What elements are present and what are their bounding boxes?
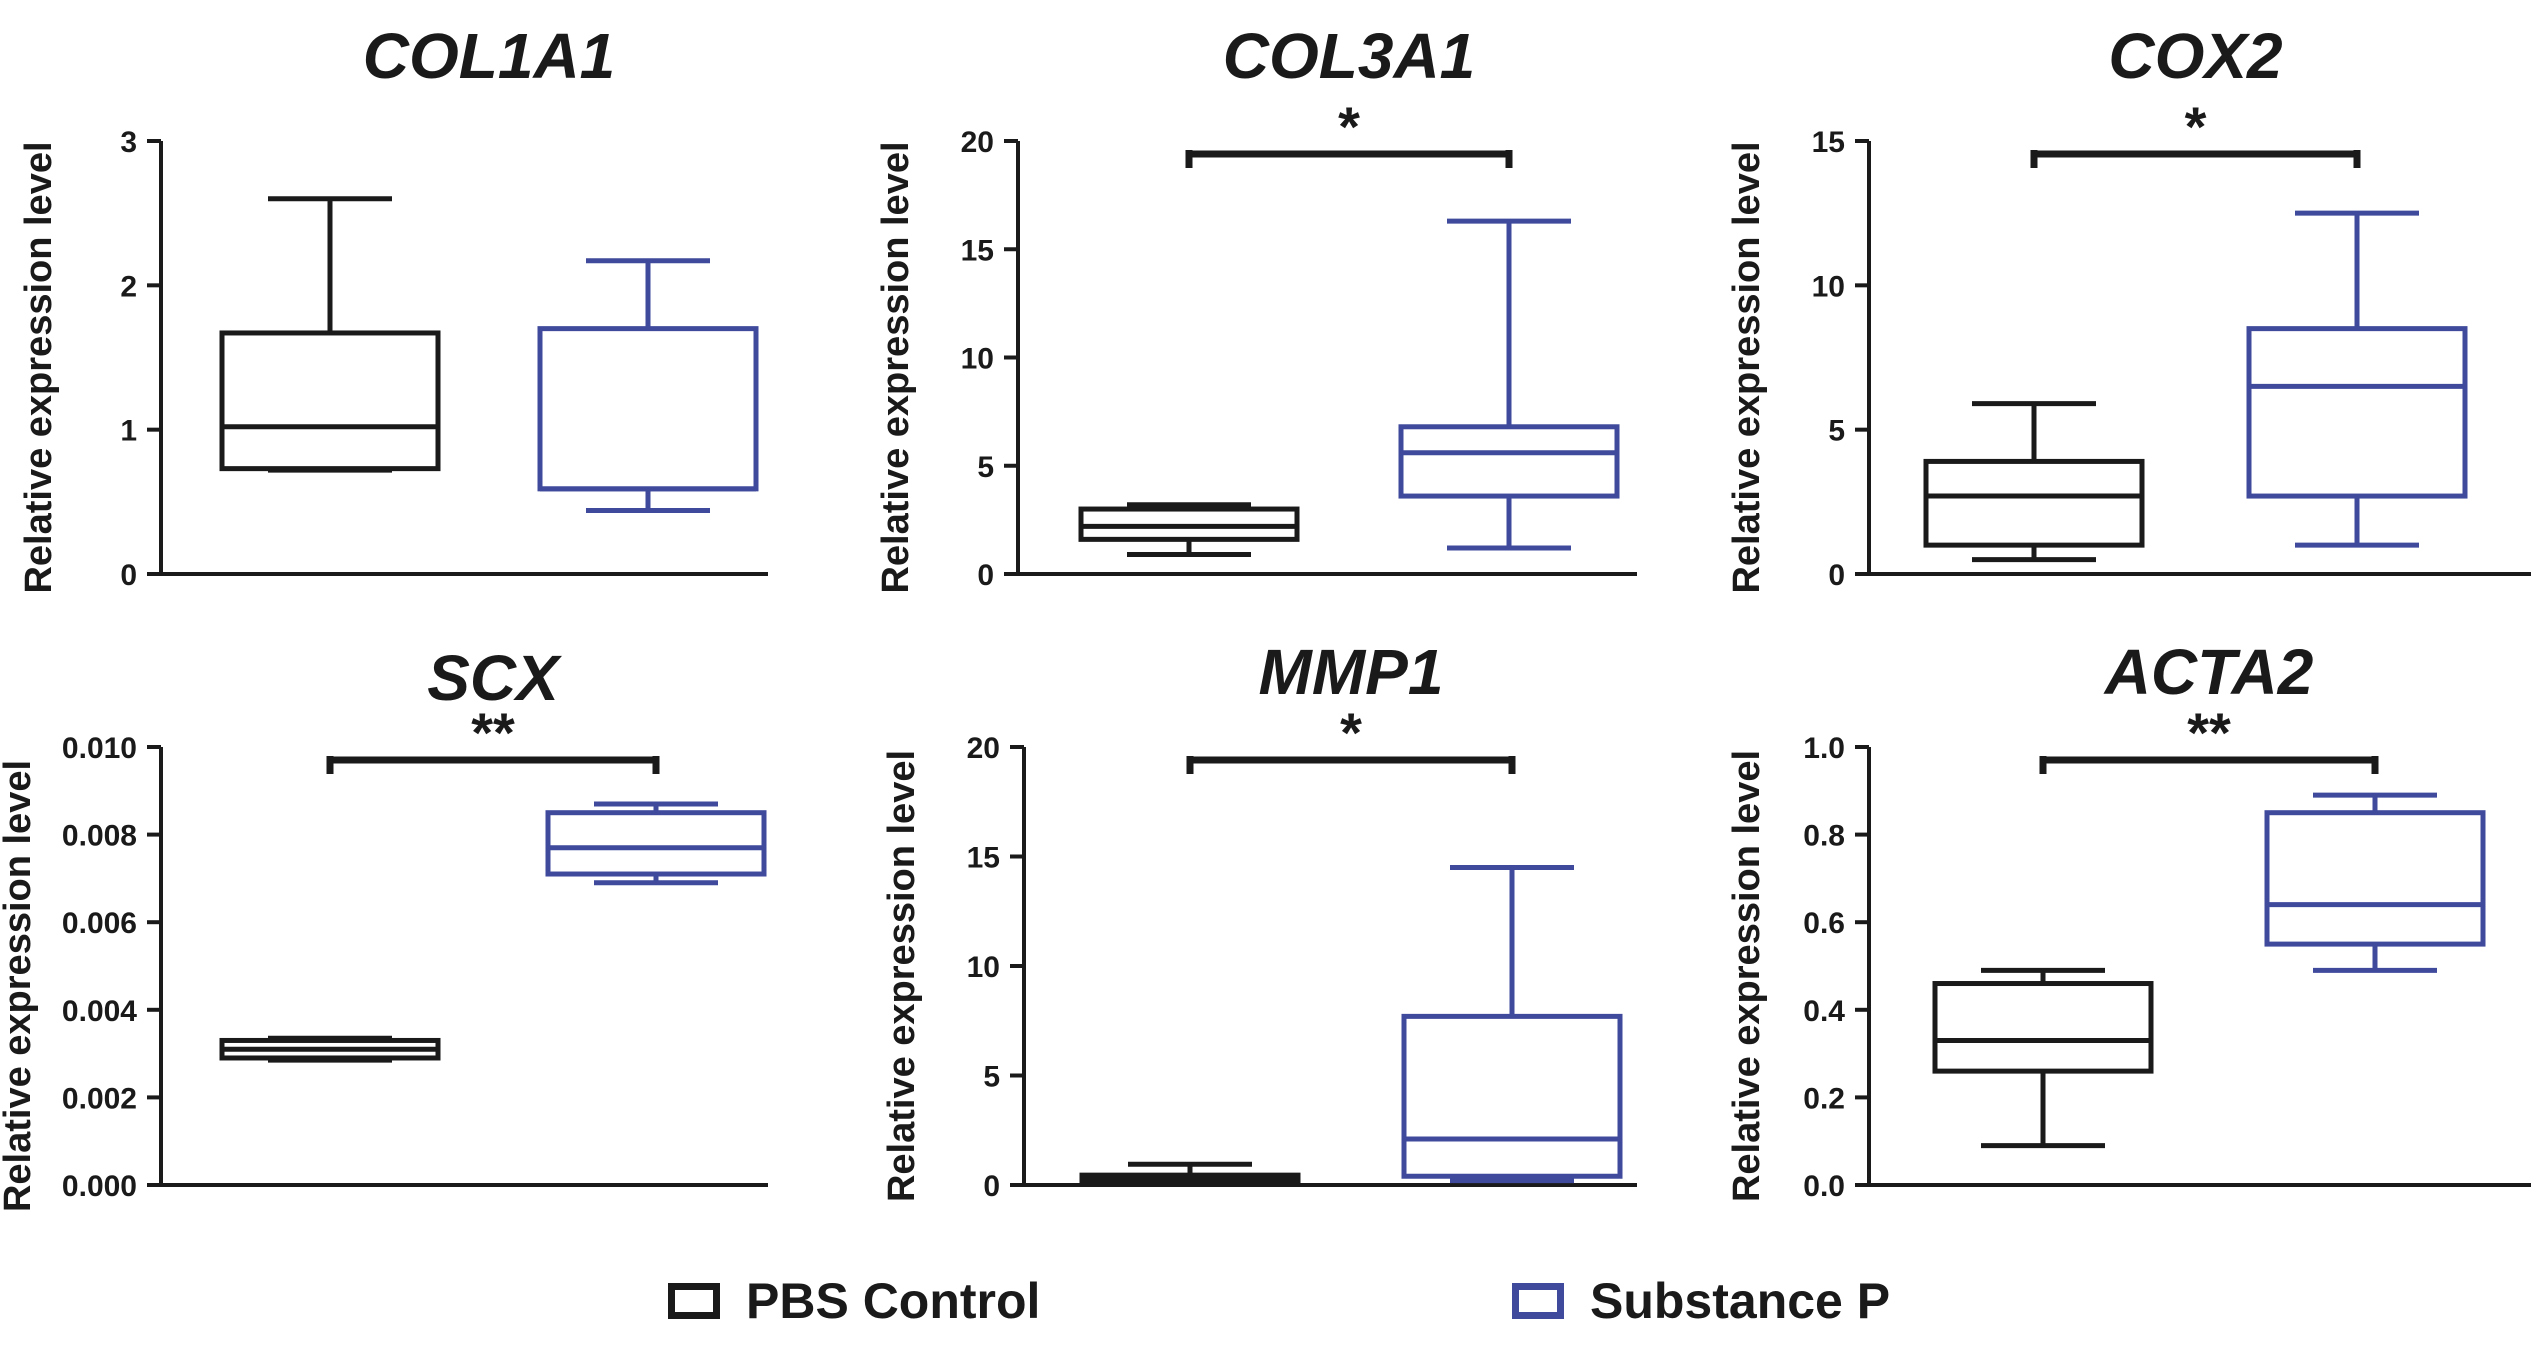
y-tick-label-scx: 0.006 xyxy=(62,907,137,940)
chart-title-mmp1: MMP1 xyxy=(1259,636,1444,708)
legend-item-pbs-control: PBS Control xyxy=(668,1272,1040,1330)
significance-star-scx: ** xyxy=(471,701,515,764)
chart-title-col3a1: COL3A1 xyxy=(1223,20,1476,92)
y-tick-label-col1a1: 2 xyxy=(120,270,137,303)
y-tick-label-mmp1: 5 xyxy=(983,1061,1000,1094)
y-tick-label-col1a1: 0 xyxy=(120,559,137,592)
significance-star-acta2: ** xyxy=(2187,701,2231,764)
y-tick-label-col3a1: 20 xyxy=(961,126,994,159)
y-tick-label-scx: 0.010 xyxy=(62,732,137,765)
box-treatment-mmp1 xyxy=(1401,1013,1623,1179)
y-tick-label-acta2: 1.0 xyxy=(1803,732,1845,765)
legend-swatch-control xyxy=(668,1283,720,1319)
y-axis-label-col3a1: Relative expression level xyxy=(875,141,917,593)
box-control-col1a1 xyxy=(219,330,441,472)
box-treatment-col3a1 xyxy=(1398,424,1620,499)
significance-star-cox2: * xyxy=(2185,95,2207,158)
y-tick-label-col3a1: 15 xyxy=(961,234,994,267)
y-tick-label-mmp1: 0 xyxy=(983,1170,1000,1203)
y-tick-label-col3a1: 5 xyxy=(977,451,994,484)
box-treatment-scx xyxy=(545,810,767,877)
significance-star-col3a1: * xyxy=(1338,95,1360,158)
y-tick-label-scx: 0.000 xyxy=(62,1170,137,1203)
y-tick-label-col3a1: 10 xyxy=(961,343,994,376)
y-tick-label-col1a1: 3 xyxy=(120,126,137,159)
y-tick-label-acta2: 0.8 xyxy=(1803,820,1845,853)
legend-label-treatment: Substance P xyxy=(1590,1273,1891,1329)
y-tick-label-col1a1: 1 xyxy=(120,415,137,448)
legend-swatch-treatment xyxy=(1512,1283,1564,1319)
chart-title-cox2: COX2 xyxy=(2108,20,2282,92)
box-treatment-cox2 xyxy=(2246,326,2468,499)
y-axis-label-scx: Relative expression level xyxy=(0,760,39,1212)
y-tick-label-scx: 0.004 xyxy=(62,995,137,1028)
y-tick-label-mmp1: 15 xyxy=(967,842,1000,875)
y-tick-label-acta2: 0.2 xyxy=(1803,1082,1845,1115)
box-treatment-col1a1 xyxy=(537,326,759,492)
y-tick-label-cox2: 0 xyxy=(1828,559,1845,592)
box-control-cox2 xyxy=(1923,458,2145,548)
y-tick-label-col3a1: 0 xyxy=(977,559,994,592)
y-axis-label-cox2: Relative expression level xyxy=(1726,141,1768,593)
y-tick-label-acta2: 0.6 xyxy=(1803,907,1845,940)
y-tick-label-acta2: 0.0 xyxy=(1803,1170,1845,1203)
y-tick-label-mmp1: 10 xyxy=(967,951,1000,984)
box-control-acta2 xyxy=(1932,981,2154,1074)
box-treatment-acta2 xyxy=(2264,810,2486,947)
chart-title-scx: SCX xyxy=(427,642,562,714)
y-axis-label-col1a1: Relative expression level xyxy=(18,141,60,593)
y-tick-label-cox2: 5 xyxy=(1828,415,1845,448)
y-tick-label-scx: 0.008 xyxy=(62,820,137,853)
chart-title-acta2: ACTA2 xyxy=(2103,636,2314,708)
significance-star-mmp1: * xyxy=(1340,701,1362,764)
y-tick-label-cox2: 10 xyxy=(1812,270,1845,303)
y-tick-label-acta2: 0.4 xyxy=(1803,995,1845,1028)
chart-title-col1a1: COL1A1 xyxy=(363,20,616,92)
legend-label-control: PBS Control xyxy=(746,1273,1041,1329)
y-axis-label-mmp1: Relative expression level xyxy=(881,750,923,1202)
legend-item-substance-p: Substance P xyxy=(1512,1272,1890,1330)
y-axis-label-acta2: Relative expression level xyxy=(1726,750,1768,1202)
y-tick-label-cox2: 15 xyxy=(1812,126,1845,159)
y-tick-label-scx: 0.002 xyxy=(62,1082,137,1115)
y-tick-label-mmp1: 20 xyxy=(967,732,1000,765)
